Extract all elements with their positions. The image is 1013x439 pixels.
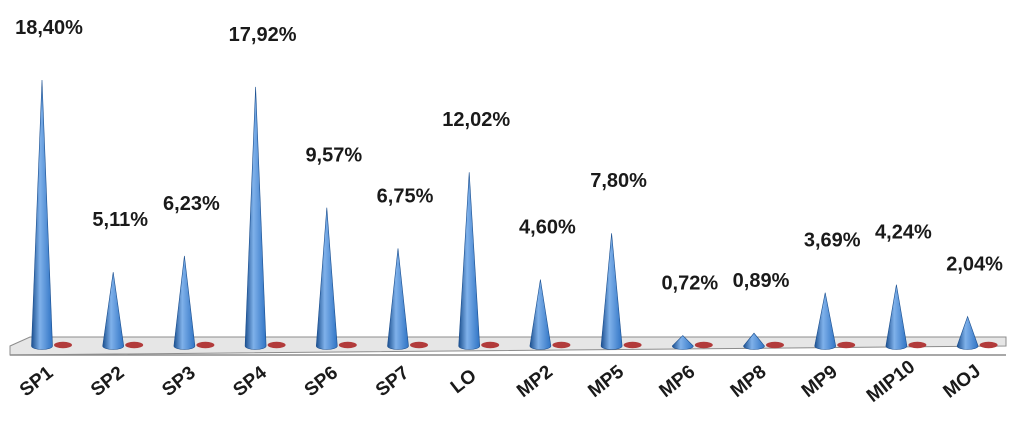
cone-bar-sp7 bbox=[387, 248, 409, 350]
category-label: MOJ bbox=[940, 361, 985, 403]
cone-bar-mp5 bbox=[600, 233, 623, 350]
category-label: SP4 bbox=[230, 362, 272, 401]
category-label: SP7 bbox=[372, 362, 413, 401]
cone-bar-sp6 bbox=[315, 207, 338, 350]
chart-floor bbox=[9, 336, 1007, 356]
data-label: 4,24% bbox=[875, 222, 932, 244]
data-label: 12,02% bbox=[442, 109, 510, 131]
zero-series-marker-mp2 bbox=[552, 341, 571, 349]
data-label: 6,23% bbox=[163, 193, 220, 215]
chart-marks bbox=[31, 79, 998, 350]
cone-bar-mp6 bbox=[671, 335, 694, 350]
data-label: 9,57% bbox=[305, 145, 362, 167]
category-label: MP9 bbox=[798, 361, 842, 402]
category-label: LO bbox=[447, 365, 481, 398]
cone-bar-mp2 bbox=[529, 279, 552, 350]
category-label: MP8 bbox=[727, 361, 771, 402]
data-label: 5,11% bbox=[92, 209, 148, 231]
zero-series-marker-sp7 bbox=[410, 341, 428, 349]
zero-series-marker-mip10 bbox=[908, 341, 927, 349]
floor-plane bbox=[9, 336, 1007, 356]
data-label: 18,40% bbox=[15, 17, 83, 39]
category-label: MP6 bbox=[656, 361, 700, 402]
category-label: SP3 bbox=[158, 362, 199, 401]
cone-bar-sp2 bbox=[102, 272, 125, 350]
data-label: 3,69% bbox=[804, 230, 861, 252]
zero-series-marker-sp2 bbox=[125, 341, 144, 349]
data-label: 4,60% bbox=[519, 217, 576, 239]
cone-bar-sp4 bbox=[244, 86, 267, 350]
category-label: SP6 bbox=[301, 362, 342, 401]
cone-bar-mp9 bbox=[814, 292, 837, 350]
data-label: 2,04% bbox=[946, 254, 1003, 276]
category-label: SP2 bbox=[87, 362, 128, 401]
cone-bar-sp1 bbox=[31, 79, 53, 350]
zero-series-marker-sp3 bbox=[196, 341, 215, 349]
data-label: 6,75% bbox=[377, 185, 434, 207]
zero-series-marker-mp8 bbox=[766, 341, 784, 349]
data-label: 0,89% bbox=[733, 270, 790, 292]
cone-bar-sp3 bbox=[173, 255, 196, 350]
category-label: MP2 bbox=[513, 361, 557, 402]
zero-series-marker-lo bbox=[481, 341, 500, 349]
category-label: MIP10 bbox=[863, 356, 919, 406]
data-label: 7,80% bbox=[590, 170, 647, 192]
zero-series-marker-sp1 bbox=[54, 341, 72, 349]
zero-series-marker-mp6 bbox=[694, 341, 713, 349]
category-label: MP5 bbox=[584, 361, 628, 402]
cone-bar-lo bbox=[458, 172, 481, 350]
data-label: 17,92% bbox=[229, 24, 297, 46]
cone-bar-mp8 bbox=[743, 332, 765, 350]
zero-series-marker-moj bbox=[979, 341, 998, 349]
zero-series-marker-sp6 bbox=[338, 341, 357, 349]
zero-series-marker-sp4 bbox=[267, 341, 286, 349]
category-label: SP1 bbox=[16, 362, 58, 401]
cone-bar-mip10 bbox=[885, 284, 908, 350]
data-label: 0,72% bbox=[661, 273, 718, 295]
cone-bar-moj bbox=[956, 315, 979, 350]
zero-series-marker-mp9 bbox=[837, 341, 856, 349]
zero-series-marker-mp5 bbox=[623, 341, 642, 349]
